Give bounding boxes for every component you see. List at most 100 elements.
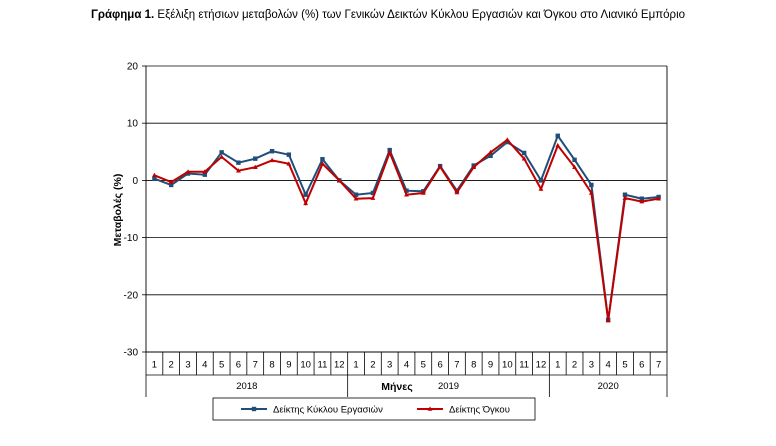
data-point	[152, 172, 157, 178]
legend-box	[212, 397, 536, 421]
x-tick-label: 4	[202, 360, 207, 371]
x-tick-label: 8	[471, 360, 476, 371]
data-point	[353, 192, 359, 197]
x-tick-label: 4	[404, 360, 409, 371]
year-label: 2020	[598, 381, 619, 392]
data-point	[555, 142, 561, 148]
x-tick-label: 1	[555, 360, 560, 371]
x-tick-label: 6	[236, 360, 241, 371]
x-tick-label: 5	[421, 360, 426, 371]
y-tick-label: -30	[124, 348, 139, 359]
year-label: 2018	[236, 381, 257, 392]
data-point	[521, 156, 527, 161]
x-tick-label: 11	[519, 360, 529, 371]
data-point	[236, 160, 241, 165]
data-point	[572, 157, 577, 163]
x-tick-label: 9	[286, 360, 291, 371]
x-tick-label: 11	[318, 360, 328, 371]
data-point	[169, 182, 174, 188]
x-tick-label: 3	[185, 360, 190, 371]
x-tick-label: 3	[387, 360, 392, 371]
data-point	[505, 139, 510, 145]
data-point	[639, 198, 645, 204]
data-point	[437, 164, 443, 169]
x-axis-category-table: 1 2 3 4 5 6 7 8 9 10 11 12 1 2 3 4 5 6 7 8 9 10 11 12 1 2 3 4 5 6 7201…	[145, 351, 668, 397]
legend-marker	[251, 406, 257, 412]
data-point	[236, 168, 241, 173]
data-point	[320, 161, 325, 166]
data-point	[538, 178, 544, 183]
data-point	[269, 157, 275, 163]
data-point	[370, 190, 376, 196]
legend-item: Δείκτης Όγκου	[417, 405, 510, 416]
data-point	[202, 169, 208, 174]
data-point	[656, 196, 661, 201]
data-point	[521, 150, 527, 156]
x-tick-label: 12	[334, 360, 345, 371]
gridlines	[146, 65, 667, 353]
data-point	[286, 161, 292, 166]
x-tick-label: 3	[589, 360, 594, 371]
data-point	[168, 179, 174, 184]
data-point	[488, 149, 493, 155]
x-tick-label: 10	[502, 360, 513, 371]
x-tick-label: 5	[622, 360, 627, 371]
x-tick-label: 7	[454, 360, 459, 371]
x-tick-label: 1	[353, 360, 358, 371]
data-point	[202, 172, 208, 177]
data-point	[219, 150, 224, 155]
x-tick-label: 2	[169, 360, 174, 371]
legend: Δείκτης Κύκλου Εργασιών Δείκτης Όγκου	[212, 397, 536, 421]
data-point	[219, 154, 225, 159]
data-point	[404, 188, 409, 193]
series-volume	[152, 137, 661, 323]
x-tick-label: 2	[572, 360, 577, 371]
figure-label: Γράφημα 1.	[90, 9, 155, 21]
x-tick-label: 9	[488, 360, 493, 371]
y-tick-label: -20	[124, 290, 139, 301]
x-tick-label: 6	[639, 360, 644, 371]
series-group	[152, 133, 661, 323]
data-point	[253, 156, 258, 161]
series-line	[154, 138, 659, 321]
y-axis-ticks: 20 10 0 -10 -20 -30	[124, 62, 146, 359]
y-tick-label: 0	[132, 176, 138, 187]
x-tick-label: 10	[300, 360, 311, 371]
x-axis-label: Μήνες	[381, 381, 413, 393]
data-point	[269, 149, 275, 154]
x-tick-label: 4	[606, 360, 611, 371]
x-tick-label: 12	[536, 360, 547, 371]
y-tick-label: 10	[127, 119, 139, 130]
figure-title: Εξέλιξη ετήσιων μεταβολών (%) των Γενικώ…	[157, 9, 686, 21]
data-point	[303, 200, 309, 206]
data-point	[538, 186, 544, 191]
data-point	[420, 190, 426, 195]
data-point	[504, 137, 510, 142]
data-point	[387, 149, 393, 155]
data-point	[252, 164, 258, 170]
data-point	[555, 133, 560, 138]
axes	[145, 66, 668, 352]
x-tick-label: 1	[152, 360, 157, 371]
x-tick-label: 2	[370, 360, 375, 371]
x-tick-label: 7	[656, 360, 661, 371]
data-point	[370, 195, 376, 200]
x-tick-label: 5	[219, 360, 224, 371]
y-axis-label: Μεταβολές (%)	[112, 174, 124, 247]
data-point	[404, 192, 409, 197]
data-point	[353, 196, 359, 201]
data-point	[185, 169, 191, 174]
data-point	[639, 196, 644, 201]
data-point	[622, 195, 628, 200]
y-tick-label: -10	[124, 233, 139, 244]
legend-marker	[427, 406, 433, 411]
data-point	[303, 192, 308, 197]
data-point	[605, 317, 611, 323]
chart-title: Γράφημα 1. Εξέλιξη ετήσιων μεταβολών (%)…	[0, 9, 776, 21]
y-tick-label: 20	[127, 62, 139, 73]
data-point	[286, 152, 292, 157]
data-point	[572, 164, 577, 170]
data-point	[336, 177, 342, 183]
data-point	[588, 190, 594, 195]
x-tick-label: 8	[269, 360, 274, 371]
